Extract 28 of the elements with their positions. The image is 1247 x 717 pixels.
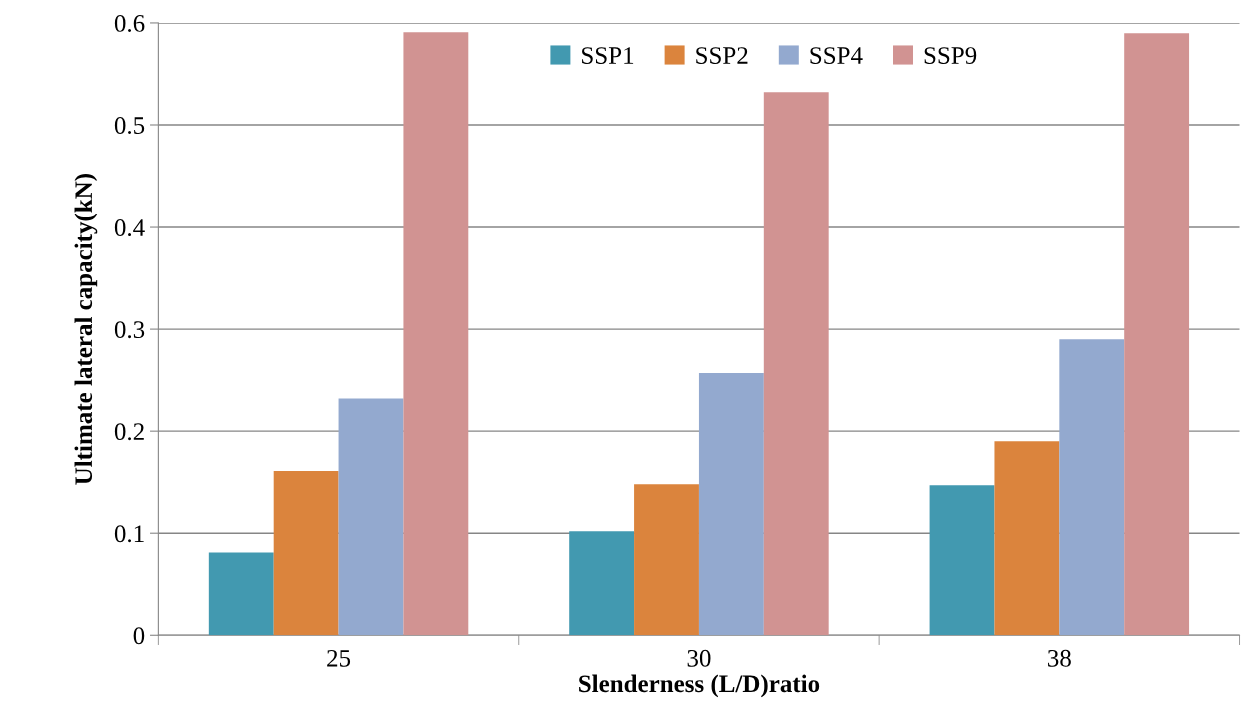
bar (929, 485, 995, 636)
bar (273, 470, 339, 636)
bar (763, 92, 829, 636)
bar (1124, 33, 1190, 636)
bar (208, 552, 274, 636)
bar (698, 372, 764, 636)
x-tick-label: 38 (1048, 649, 1071, 667)
y-tick-label: 0 (133, 627, 145, 645)
legend-label: SSP2 (696, 47, 748, 64)
legend-label: SSP1 (582, 47, 634, 64)
bar (1059, 339, 1125, 636)
y-tick-label: 0.4 (114, 219, 145, 237)
legend-label: SSP9 (924, 47, 977, 64)
x-axis-title: Slenderness (L/D)ratio (579, 674, 820, 698)
bar (569, 531, 635, 636)
bar (403, 32, 469, 636)
bar (634, 484, 699, 636)
x-tick-label: 30 (687, 649, 711, 667)
bar (338, 398, 404, 636)
x-tick-label: 25 (327, 649, 351, 667)
bar (994, 441, 1060, 636)
y-tick-label: 0.2 (114, 423, 144, 441)
y-tick-label: 0.1 (114, 525, 144, 543)
legend-label: SSP4 (810, 47, 863, 64)
y-tick-label: 0.5 (114, 117, 145, 135)
y-tick-label: 0.3 (114, 321, 145, 339)
y-tick-label: 0.6 (114, 14, 145, 32)
y-axis-title: Ultimate lateral capacity(kN) (74, 174, 98, 485)
